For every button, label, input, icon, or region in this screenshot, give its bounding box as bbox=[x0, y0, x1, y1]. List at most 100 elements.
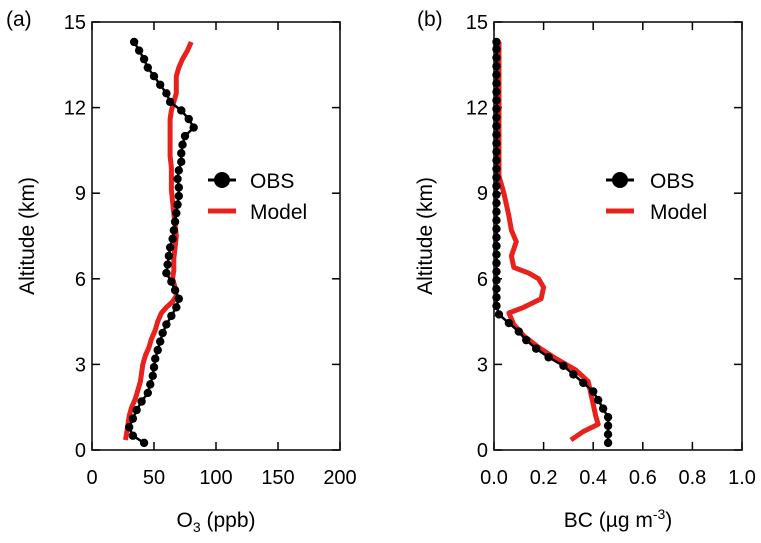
panel-a-xlabel-rest: (ppb) bbox=[201, 509, 256, 532]
obs-point bbox=[492, 130, 501, 139]
obs-point bbox=[559, 361, 568, 371]
obs-point bbox=[603, 421, 613, 430]
obs-point bbox=[172, 208, 181, 218]
panel-a-series bbox=[123, 37, 198, 448]
obs-point bbox=[492, 139, 501, 148]
obs-point bbox=[153, 345, 162, 355]
obs-point bbox=[162, 89, 171, 98]
obs-point bbox=[162, 268, 171, 278]
obs-point bbox=[125, 422, 134, 432]
obs-point bbox=[492, 267, 501, 276]
obs-point bbox=[492, 284, 501, 293]
x-tick-label: 0.6 bbox=[629, 467, 657, 489]
panel-b-frame bbox=[493, 21, 743, 451]
obs-point bbox=[189, 123, 198, 132]
obs-point bbox=[492, 113, 501, 122]
legend-model-label: Model bbox=[250, 201, 307, 224]
panel-b-xlabel-rest: ) bbox=[665, 509, 672, 532]
obs-point bbox=[492, 190, 501, 199]
obs-point bbox=[544, 353, 553, 362]
x-tick-label: 1.0 bbox=[728, 467, 756, 489]
obs-point bbox=[492, 250, 501, 259]
obs-point bbox=[137, 397, 146, 406]
y-tick-label: 9 bbox=[477, 183, 488, 205]
legend-model-label: Model bbox=[650, 201, 707, 224]
y-tick-label: 3 bbox=[75, 354, 86, 376]
obs-point bbox=[579, 378, 588, 388]
panel-b-label: (b) bbox=[417, 8, 443, 31]
x-tick-label: 200 bbox=[323, 467, 356, 489]
obs-point bbox=[492, 87, 501, 97]
x-tick-label: 150 bbox=[261, 467, 294, 489]
y-tick-label: 3 bbox=[477, 354, 488, 376]
obs-point bbox=[143, 388, 152, 398]
panel-a-ticks: 0 50 100 150 200 0 3 6 9 12 15 bbox=[64, 12, 357, 489]
panel-a-legend: OBS Model bbox=[208, 170, 307, 224]
y-tick-label: 0 bbox=[477, 440, 488, 462]
obs-point bbox=[492, 216, 501, 225]
y-tick-label: 12 bbox=[64, 98, 86, 120]
obs-point bbox=[494, 310, 504, 319]
obs-point bbox=[146, 380, 155, 389]
x-tick-label: 0.2 bbox=[530, 467, 558, 489]
x-tick-label: 0.8 bbox=[678, 467, 706, 489]
panel-b-ticks: 0.0 0.2 0.4 0.6 0.8 1.0 0 3 6 9 12 15 bbox=[466, 12, 756, 489]
legend-obs-marker bbox=[214, 172, 230, 188]
obs-point bbox=[492, 181, 501, 191]
y-tick-label: 6 bbox=[477, 269, 488, 291]
x-tick-label: 0.0 bbox=[480, 467, 508, 489]
obs-point bbox=[169, 226, 179, 235]
y-tick-label: 0 bbox=[75, 440, 86, 462]
obs-point bbox=[184, 114, 193, 124]
legend-obs-marker bbox=[612, 172, 628, 188]
panel-b-xlabel: BC (µg m-3) bbox=[564, 506, 673, 532]
obs-point bbox=[156, 80, 165, 89]
obs-point bbox=[492, 104, 501, 114]
obs-point bbox=[177, 149, 186, 158]
obs-point bbox=[173, 200, 182, 209]
obs-point bbox=[174, 191, 183, 201]
obs-point bbox=[589, 387, 598, 396]
obs-point bbox=[492, 276, 501, 285]
obs-point bbox=[603, 430, 613, 439]
obs-point bbox=[593, 395, 603, 405]
panel-a-xlabel-main: O bbox=[177, 509, 193, 532]
obs-point bbox=[492, 207, 501, 216]
obs-point bbox=[492, 258, 501, 268]
x-tick-label: 0 bbox=[86, 467, 97, 489]
legend-obs-label: OBS bbox=[650, 170, 694, 193]
obs-point bbox=[148, 371, 157, 381]
obs-point bbox=[143, 63, 152, 72]
obs-point bbox=[492, 293, 501, 302]
obs-point bbox=[492, 224, 501, 234]
obs-point bbox=[492, 79, 501, 88]
obs-point bbox=[168, 234, 177, 244]
obs-point bbox=[177, 106, 186, 115]
obs-point bbox=[139, 54, 149, 64]
obs-point bbox=[504, 318, 514, 328]
obs-point bbox=[569, 370, 578, 379]
panel-b-legend: OBS Model bbox=[606, 170, 707, 224]
obs-point bbox=[492, 121, 501, 131]
panel-b-series bbox=[492, 37, 613, 448]
obs-point bbox=[173, 174, 182, 184]
obs-point bbox=[177, 157, 186, 167]
series-line-model bbox=[123, 41, 194, 441]
obs-point bbox=[167, 311, 176, 321]
obs-point bbox=[172, 303, 181, 312]
x-tick-label: 50 bbox=[143, 467, 165, 489]
obs-point bbox=[129, 37, 139, 47]
obs-point bbox=[163, 260, 172, 269]
obs-point bbox=[158, 328, 167, 338]
obs-point bbox=[492, 164, 501, 174]
obs-point bbox=[492, 62, 501, 71]
obs-point bbox=[522, 335, 531, 345]
obs-point bbox=[156, 337, 165, 346]
y-tick-label: 9 bbox=[75, 183, 86, 205]
panel-a-ylabel: Altitude (km) bbox=[16, 177, 39, 295]
obs-point bbox=[128, 431, 138, 440]
panel-b-ylabel: Altitude (km) bbox=[414, 177, 437, 295]
obs-point bbox=[492, 44, 501, 54]
x-tick-label: 0.4 bbox=[579, 467, 607, 489]
